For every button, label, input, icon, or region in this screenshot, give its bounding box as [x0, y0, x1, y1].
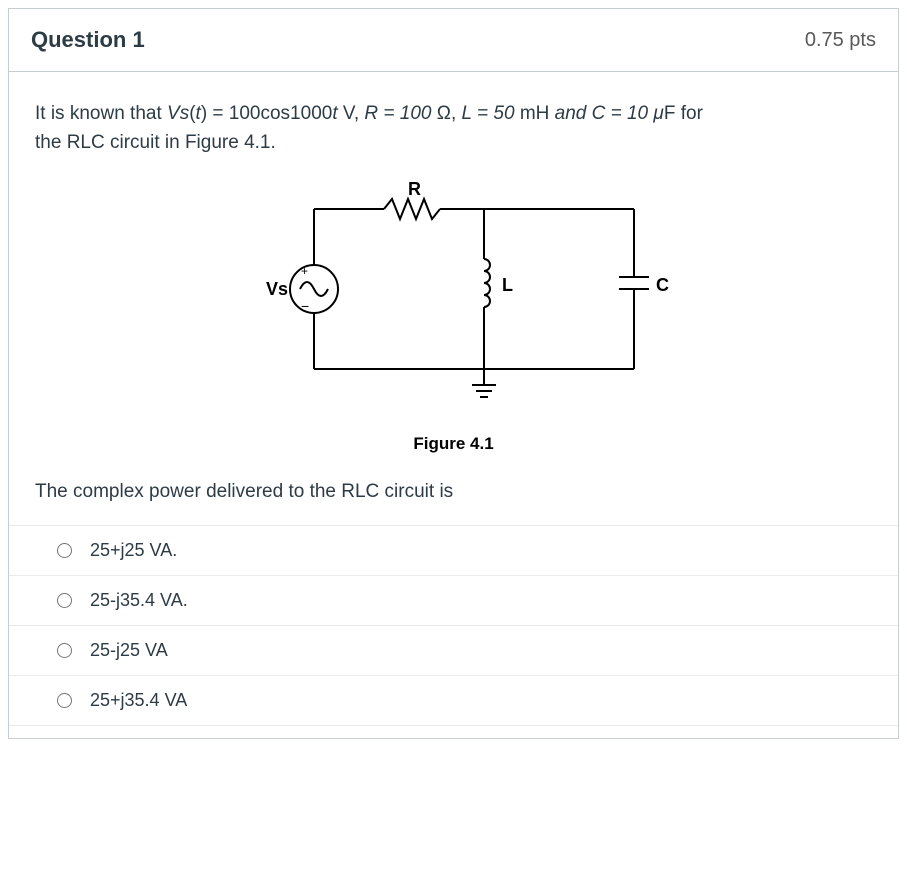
stem-ohm: Ω — [437, 103, 451, 124]
label-c: C — [656, 275, 669, 295]
figure-wrap: + − — [35, 179, 872, 454]
stem-L: L = 50 — [462, 103, 520, 124]
stem-sep1: , — [451, 103, 462, 124]
answer-list: 25+j25 VA. 25-j35.4 VA. 25-j25 VA 25+j35… — [9, 525, 898, 726]
question-stem: It is known that Vs(t) = 100cos1000t V, … — [35, 100, 872, 157]
svg-text:+: + — [301, 264, 308, 278]
svg-text:−: − — [301, 298, 309, 314]
stem-mH: mH — [520, 103, 555, 124]
stem-eq: ) = 100cos1000 — [201, 103, 333, 124]
stem-uF: μ — [653, 103, 663, 124]
question-card: Question 1 0.75 pts It is known that Vs(… — [8, 8, 899, 739]
circuit-diagram: + − — [234, 179, 674, 419]
answer-label: 25-j35.4 VA. — [90, 590, 188, 611]
question-follow: The complex power delivered to the RLC c… — [35, 478, 872, 507]
answer-radio[interactable] — [57, 693, 72, 708]
question-points: 0.75 pts — [805, 29, 876, 52]
question-header: Question 1 0.75 pts — [9, 9, 898, 72]
answer-label: 25+j35.4 VA — [90, 690, 187, 711]
answer-radio[interactable] — [57, 593, 72, 608]
label-l: L — [502, 275, 513, 295]
answer-radio[interactable] — [57, 643, 72, 658]
stem-R: R = 100 — [364, 103, 436, 124]
answer-label: 25-j25 VA — [90, 640, 168, 661]
answer-option[interactable]: 25-j25 VA — [9, 625, 898, 675]
label-vs: Vs — [266, 279, 288, 299]
question-title: Question 1 — [31, 27, 145, 53]
figure-caption: Figure 4.1 — [35, 434, 872, 454]
stem-ffor: F for — [664, 103, 703, 124]
answer-option[interactable]: 25+j35.4 VA — [9, 675, 898, 726]
stem-and: and C = 10 — [555, 103, 654, 124]
stem-vs: Vs — [167, 103, 189, 124]
stem-line2: the RLC circuit in Figure 4.1. — [35, 132, 276, 153]
question-body: It is known that Vs(t) = 100cos1000t V, … — [9, 72, 898, 738]
answer-option[interactable]: 25+j25 VA. — [9, 525, 898, 575]
answer-option[interactable]: 25-j35.4 VA. — [9, 575, 898, 625]
answer-radio[interactable] — [57, 543, 72, 558]
answer-label: 25+j25 VA. — [90, 540, 177, 561]
stem-text: It is known that — [35, 103, 167, 124]
stem-units: V, — [338, 103, 365, 124]
label-r: R — [408, 179, 421, 199]
